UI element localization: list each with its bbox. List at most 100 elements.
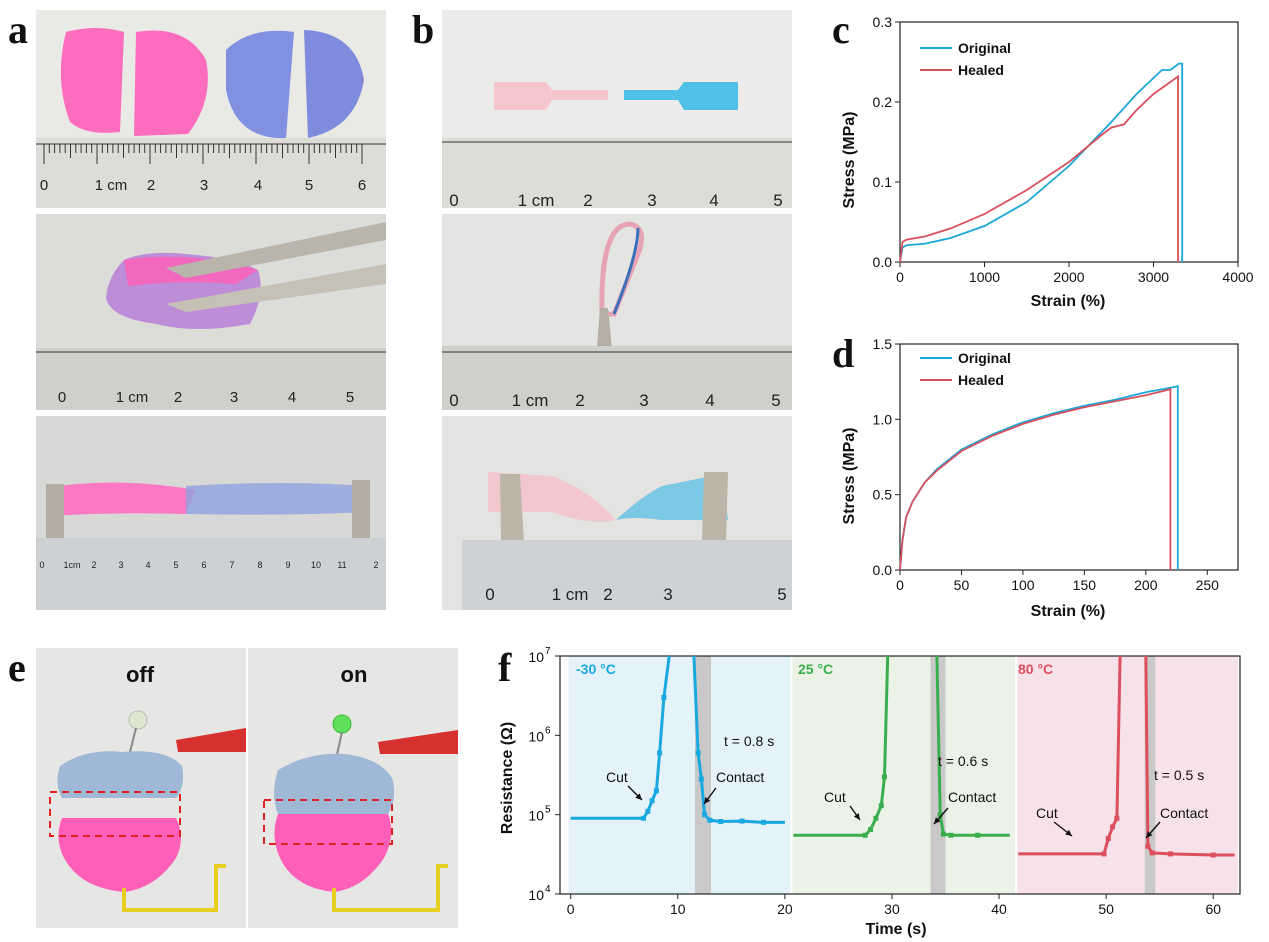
ruler-label: 2 xyxy=(174,389,182,406)
series-line-healed xyxy=(899,388,1172,571)
ruler-label: 1 cm xyxy=(512,391,549,410)
legend-original: Original xyxy=(958,40,1011,56)
x-tick-label: 200 xyxy=(1134,577,1158,593)
ruler-label: 10 xyxy=(311,560,321,570)
chart-d: 0 50 100 150 200 250 0.0 0.5 1.0 1.5 Strain (%) S… xyxy=(841,336,1239,620)
data-point xyxy=(948,832,954,838)
region-background xyxy=(1017,656,1238,894)
data-point xyxy=(702,812,708,818)
panel-letter-f: f xyxy=(498,645,512,690)
data-point xyxy=(1105,836,1111,842)
ruler-label: 4 xyxy=(709,191,718,208)
x-tick-label: 60 xyxy=(1205,901,1221,917)
region-label-hot: 80 °C xyxy=(1018,661,1053,677)
annotation-contact: Contact xyxy=(1160,805,1208,821)
data-point xyxy=(657,750,663,756)
ruler-label: 5 xyxy=(305,177,313,194)
data-point xyxy=(1114,815,1120,821)
panel-letter-e: e xyxy=(8,645,26,690)
photo-a-tweezers: 0 1 cm 2 3 4 5 xyxy=(36,214,386,410)
x-tick-label: 150 xyxy=(1073,577,1097,593)
y-tick-label: 10 xyxy=(528,728,544,744)
panel-letter-b: b xyxy=(412,7,435,52)
y-tick-label: 10 xyxy=(528,887,544,903)
annotation-arrowhead xyxy=(635,793,642,800)
led-on-label: on xyxy=(341,662,368,687)
series-line-original xyxy=(899,385,1179,571)
ruler-label: 3 xyxy=(663,585,672,604)
x-tick-label: 40 xyxy=(991,901,1007,917)
ruler-label: 9 xyxy=(285,560,290,570)
ruler-label: 2 xyxy=(91,560,96,570)
ruler-label: 2 xyxy=(603,585,612,604)
data-point xyxy=(718,819,724,825)
y-tick-label: 1.0 xyxy=(873,411,893,427)
x-tick-label: 2000 xyxy=(1053,269,1084,285)
data-point xyxy=(1210,852,1216,858)
ruler-label: 1 cm xyxy=(552,585,589,604)
ruler-label: 3 xyxy=(118,560,123,570)
annotation-arrowhead xyxy=(1146,831,1153,838)
ruler-label: 2 xyxy=(147,177,155,194)
annotation-cut: Cut xyxy=(606,769,628,785)
y-tick-exponent: 4 xyxy=(545,884,551,895)
data-point xyxy=(695,750,701,756)
ruler-label: 3 xyxy=(647,191,656,208)
photo-e-off: off xyxy=(36,648,246,928)
region-background xyxy=(792,656,1016,894)
annotation-arrowhead xyxy=(853,813,860,820)
data-point xyxy=(1101,851,1107,857)
ruler-label: 4 xyxy=(254,177,262,194)
y-tick-label: 0.0 xyxy=(873,254,893,270)
y-tick-label: 1.5 xyxy=(873,336,893,352)
ruler-label: 0 xyxy=(39,560,44,570)
data-point xyxy=(881,774,887,780)
region-label-cold: -30 °C xyxy=(576,661,616,677)
y-tick-exponent: 7 xyxy=(545,646,551,657)
x-tick-label: 50 xyxy=(954,577,970,593)
data-point xyxy=(975,832,981,838)
data-point xyxy=(649,798,655,804)
annotation-cut: Cut xyxy=(1036,805,1058,821)
ruler-label: 3 xyxy=(639,391,648,410)
data-point xyxy=(937,812,943,818)
annotation-arrowhead xyxy=(1065,829,1072,836)
legend-healed: Healed xyxy=(958,372,1004,388)
chart-c: 0 1000 2000 3000 4000 0.0 0.1 0.2 0.3 Strain (%)… xyxy=(841,14,1254,310)
ruler-label: 4 xyxy=(145,560,150,570)
ruler-label: 0 xyxy=(485,585,494,604)
ruler-label: 5 xyxy=(773,191,782,208)
ruler-label: 5 xyxy=(777,585,786,604)
data-point xyxy=(873,815,879,821)
ruler-label: 3 xyxy=(230,389,238,406)
time-label-hot: t = 0.5 s xyxy=(1154,767,1204,783)
legend-original: Original xyxy=(958,350,1011,366)
ruler-label: 3 xyxy=(200,177,208,194)
photo-b-dumbbells: 0 1 cm 2 3 4 5 xyxy=(442,10,792,208)
contact-band xyxy=(694,656,711,894)
data-point xyxy=(653,788,659,794)
data-point xyxy=(707,817,713,823)
plot-frame xyxy=(899,21,1239,263)
x-axis-title: Time (s) xyxy=(865,921,926,938)
ruler-label: 1 cm xyxy=(95,177,128,194)
photo-b-stretched-twist: 0 1 cm 2 3 5 xyxy=(442,416,792,610)
contact-band xyxy=(1144,656,1156,894)
ruler-label: 2 xyxy=(583,191,592,208)
ruler-label: 5 xyxy=(771,391,780,410)
x-tick-label: 1000 xyxy=(969,269,1000,285)
ruler-label: 4 xyxy=(705,391,714,410)
y-tick-label: 0.2 xyxy=(873,94,893,110)
led-off-label: off xyxy=(126,662,155,687)
data-point xyxy=(661,694,667,700)
data-point xyxy=(862,832,868,838)
data-point xyxy=(1167,851,1173,857)
data-point xyxy=(739,818,745,824)
ruler-label: 6 xyxy=(358,177,366,194)
ruler-label: 8 xyxy=(257,560,262,570)
legend-healed: Healed xyxy=(958,62,1004,78)
y-tick-label: 10 xyxy=(528,649,544,665)
y-tick-label: 0.0 xyxy=(873,562,893,578)
ruler-label: 0 xyxy=(40,177,48,194)
data-point xyxy=(698,776,704,782)
